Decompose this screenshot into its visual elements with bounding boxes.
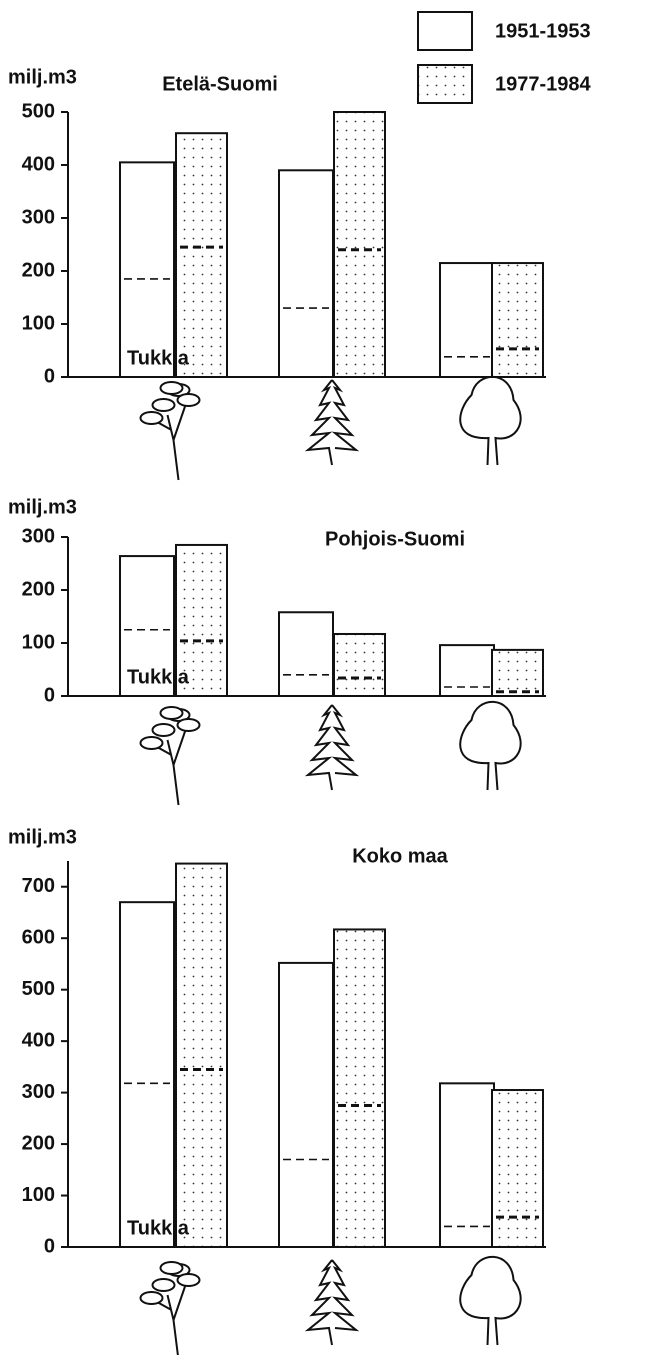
y-tick-label: 500: [22, 100, 55, 122]
birch-icon: [459, 1255, 522, 1346]
tree-icon: [459, 700, 522, 791]
legend-swatch: [417, 11, 473, 51]
y-tick-label: 100: [22, 1184, 55, 1206]
chart-title: Pohjois-Suomi: [325, 528, 465, 550]
annotation: Tukkia: [127, 347, 190, 369]
bar: [439, 1082, 495, 1249]
y-tick-label: 100: [22, 312, 55, 334]
tree-icon: [304, 1259, 360, 1346]
y-axis-label: milj.m3: [8, 66, 77, 88]
spruce-icon: [304, 704, 360, 791]
chart-title: Etelä-Suomi: [162, 73, 278, 95]
bar: [175, 862, 228, 1248]
y-tick-label: 200: [22, 1132, 55, 1154]
legend-label: 1977-1984: [495, 73, 592, 95]
annotation: Tukkia: [127, 666, 190, 688]
bar: [439, 262, 495, 378]
y-axis-label: milj.m3: [8, 496, 77, 518]
bar: [333, 928, 386, 1249]
bar: [491, 648, 544, 698]
y-tick-label: 300: [22, 206, 55, 228]
pine-crown: [151, 398, 176, 412]
y-tick-label: 400: [22, 1029, 55, 1051]
y-tick-label: 300: [22, 525, 55, 547]
y-tick-label: 0: [44, 684, 55, 706]
tree-icon: [139, 381, 201, 481]
y-tick-label: 0: [44, 365, 55, 387]
pine-crown: [176, 718, 201, 732]
chart-title: Koko maa: [352, 845, 448, 867]
y-tick-label: 300: [22, 1081, 55, 1103]
bar: [278, 169, 334, 378]
bar: [333, 632, 386, 697]
y-tick-label: 600: [22, 926, 55, 948]
birch-icon: [459, 700, 522, 791]
annotation: Tukkia: [127, 1217, 190, 1239]
bar: [278, 961, 334, 1248]
pine-crown: [159, 706, 184, 720]
y-tick-label: 0: [44, 1235, 55, 1257]
bar: [439, 644, 495, 697]
y-axis-label: milj.m3: [8, 826, 77, 848]
bar: [491, 262, 544, 378]
y-tick-label: 100: [22, 631, 55, 653]
y-tick-label: 200: [22, 259, 55, 281]
y-tick-label: 400: [22, 153, 55, 175]
pine-crown: [151, 723, 176, 737]
tree-icon: [139, 1261, 201, 1355]
bar: [119, 161, 175, 378]
spruce-icon: [304, 1259, 360, 1346]
tree-icon: [304, 379, 360, 466]
pine-crown: [139, 736, 164, 750]
tree-icon: [459, 1255, 522, 1346]
legend-label: 1951-1953: [495, 20, 591, 42]
pine-crown: [139, 411, 164, 425]
pine-crown: [151, 1278, 176, 1292]
bar: [119, 555, 175, 698]
pine-crown: [176, 1273, 201, 1287]
y-tick-label: 200: [22, 578, 55, 600]
pine-crown: [139, 1291, 164, 1305]
y-tick-label: 500: [22, 978, 55, 1000]
spruce-icon: [304, 379, 360, 466]
tree-icon: [459, 375, 522, 466]
tree-icon: [139, 706, 201, 806]
bar: [491, 1089, 544, 1248]
tree-icon: [304, 704, 360, 791]
pine-crown: [176, 393, 201, 407]
legend-swatch: [417, 64, 473, 104]
pine-crown: [159, 1261, 184, 1275]
pine-crown: [159, 381, 184, 395]
bar: [333, 111, 386, 378]
bar: [175, 132, 228, 378]
birch-icon: [459, 375, 522, 466]
bar: [119, 901, 175, 1248]
bar: [278, 611, 334, 698]
y-tick-label: 700: [22, 875, 55, 897]
